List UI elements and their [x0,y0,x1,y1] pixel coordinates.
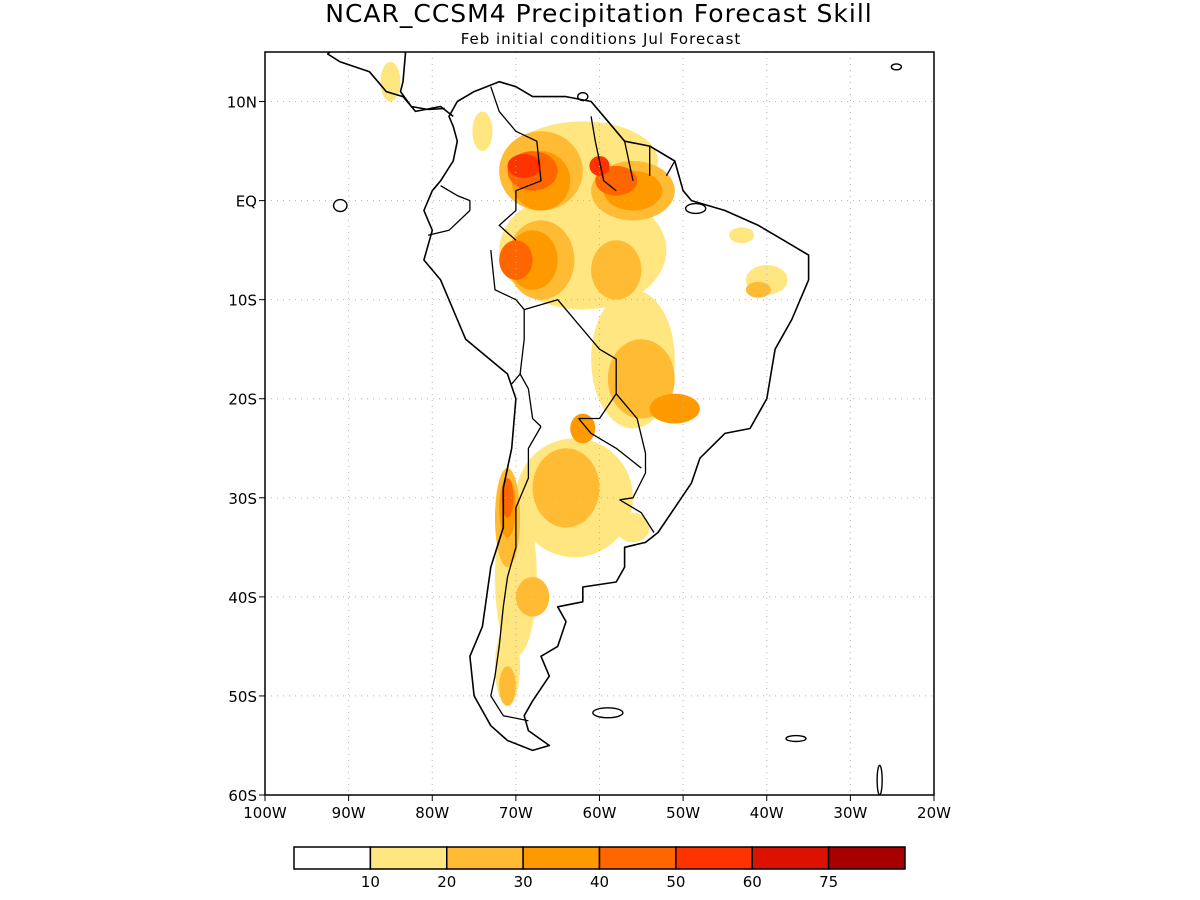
skill-region [472,111,493,152]
country-border [619,499,655,533]
longitude-tick-label: 60W [583,804,617,822]
colorbar-swatch [522,846,601,870]
latitude-tick-label: 50S [228,688,257,706]
skill-region [591,240,642,300]
colorbar-swatch [827,846,906,870]
latitude-tick-label: 40S [228,589,257,607]
skill-region [532,448,600,528]
country-border [623,141,634,181]
skill-region [616,512,650,543]
island-outline [592,707,624,719]
south-america-coastline [423,80,810,752]
colorbar-label: 30 [514,873,533,891]
island-outline [332,198,348,213]
central-america-coastline [326,52,454,118]
colorbar-label: 50 [666,873,685,891]
longitude-tick-label: 20W [917,804,951,822]
country-border [665,160,676,177]
country-border [524,299,617,420]
colorbar-swatch [369,846,448,870]
latitude-tick-label: 20S [228,391,257,409]
country-border [427,210,471,236]
latitude-tick-label: 10S [228,292,257,310]
country-border [490,426,542,722]
longitude-tick-label: 70W [499,804,533,822]
island-outline [876,764,883,795]
skill-region [507,154,541,178]
latitude-axis: 10N EQ 10S 20S 30S 40S 50S 60S [227,94,265,805]
island-outline [684,202,707,215]
skill-region [745,281,771,298]
map-title: NCAR_CCSM4 Precipitation Forecast Skill [325,0,872,28]
skill-region [649,393,700,424]
skill-region [501,477,514,518]
skill-region [589,156,610,176]
colorbar-swatch [293,846,372,870]
country-border [490,86,542,241]
skill-region [729,227,755,244]
country-border [615,393,647,501]
country-border [578,418,642,469]
longitude-tick-label: 40W [750,804,784,822]
colorbar-swatch [751,846,830,870]
latitude-tick-label: 60S [228,787,257,805]
coastline-layer [326,52,903,795]
island-outline [890,63,903,71]
longitude-tick-label: 90W [332,804,366,822]
skill-shading-layer [380,61,788,706]
colorbar-swatch [446,846,524,870]
longitude-tick-label: 50W [666,804,700,822]
island-outline [785,734,807,743]
colorbar-label: 20 [437,873,456,891]
longitude-axis: 100W 90W 80W 70W 60W 50W 40W 30W 20W [243,795,951,822]
country-border [519,373,542,427]
longitude-tick-label: 80W [415,804,449,822]
skill-region [499,666,516,706]
colorbar-legend: 10 20 30 40 50 60 75 [293,846,906,891]
colorbar-label: 10 [361,873,380,891]
colorbar-label: 60 [743,873,762,891]
colorbar-swatch [675,846,753,870]
skill-region [499,240,533,280]
colorbar-swatch [598,846,677,870]
colorbar-label: 40 [590,873,609,891]
skill-region [515,577,550,617]
latitude-tick-label: EQ [236,193,257,211]
longitude-tick-label: 100W [243,804,287,822]
skill-region [570,413,596,444]
country-border [440,185,471,211]
latitude-tick-label: 10N [227,94,257,112]
country-border [590,116,617,192]
colorbar-label: 75 [819,873,838,891]
map-subtitle: Feb initial conditions Jul Forecast [461,30,742,48]
longitude-tick-label: 30W [833,804,867,822]
latitude-tick-label: 30S [228,490,257,508]
island-outline [577,91,589,102]
